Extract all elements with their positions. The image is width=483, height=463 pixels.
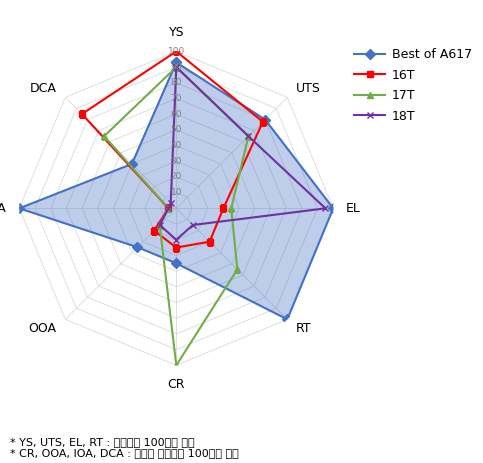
- Best of A617: [284, 317, 290, 322]
- 16T: [260, 119, 266, 125]
- Text: YS: YS: [169, 26, 184, 39]
- Text: * YS, UTS, EL, RT : 최대값을 100으로 설정
* CR, OOA, IOA, DCA : 역수의 최대값을 100으로 설정: * YS, UTS, EL, RT : 최대값을 100으로 설정 * CR, …: [10, 437, 239, 458]
- Text: 40: 40: [170, 141, 182, 150]
- Text: IOA: IOA: [0, 202, 7, 215]
- Line: 18T: 18T: [156, 63, 329, 243]
- 16T: [79, 111, 85, 117]
- Text: 100: 100: [168, 47, 185, 56]
- 18T: [245, 133, 251, 139]
- 17T: [157, 222, 163, 228]
- Text: UTS: UTS: [296, 82, 321, 95]
- 17T: [228, 206, 234, 211]
- Polygon shape: [19, 63, 333, 319]
- Best of A617: [129, 161, 135, 167]
- Best of A617: [262, 117, 268, 122]
- 17T: [245, 133, 251, 139]
- Text: 30: 30: [170, 157, 182, 166]
- Text: CR: CR: [168, 378, 185, 391]
- Text: 70: 70: [170, 94, 182, 103]
- Text: EL: EL: [346, 202, 361, 215]
- Text: 90: 90: [170, 63, 182, 72]
- 17T: [234, 267, 240, 272]
- Text: 80: 80: [170, 78, 182, 87]
- Text: 20: 20: [170, 172, 182, 181]
- 17T: [173, 363, 179, 368]
- 16T: [151, 228, 157, 233]
- 18T: [157, 222, 163, 228]
- Text: DCA: DCA: [29, 82, 57, 95]
- 16T: [221, 206, 227, 211]
- 17T: [173, 64, 179, 70]
- 16T: [166, 206, 171, 211]
- 18T: [190, 222, 196, 228]
- Best of A617: [173, 60, 179, 65]
- 18T: [166, 206, 171, 211]
- Line: Best of A617: Best of A617: [16, 59, 337, 323]
- 18T: [173, 64, 179, 70]
- 16T: [173, 49, 179, 54]
- Line: 16T: 16T: [78, 48, 266, 251]
- Best of A617: [135, 244, 141, 250]
- Best of A617: [330, 206, 336, 211]
- Text: OOA: OOA: [28, 322, 57, 335]
- Text: RT: RT: [296, 322, 312, 335]
- 18T: [173, 64, 179, 70]
- 16T: [173, 49, 179, 54]
- 17T: [166, 206, 171, 211]
- 16T: [173, 245, 179, 250]
- 18T: [323, 206, 328, 211]
- Text: 60: 60: [170, 110, 182, 119]
- 17T: [101, 133, 107, 139]
- Best of A617: [173, 261, 179, 266]
- Text: 10: 10: [170, 188, 182, 197]
- Line: 17T: 17T: [100, 63, 252, 369]
- 18T: [173, 237, 179, 243]
- 18T: [168, 200, 174, 206]
- 16T: [207, 239, 213, 244]
- 17T: [173, 64, 179, 70]
- Best of A617: [173, 60, 179, 65]
- Best of A617: [16, 206, 22, 211]
- Legend: Best of A617, 16T, 17T, 18T: Best of A617, 16T, 17T, 18T: [349, 43, 477, 128]
- Text: 50: 50: [170, 125, 182, 134]
